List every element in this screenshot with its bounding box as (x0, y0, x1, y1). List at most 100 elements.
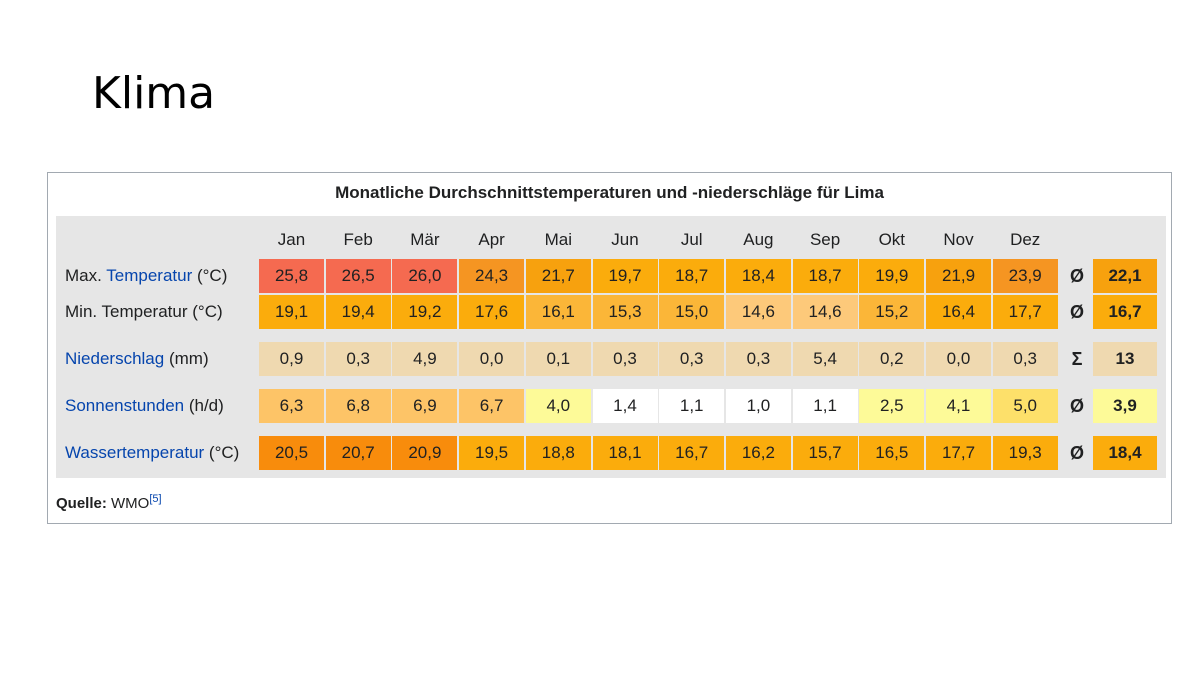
average-symbol: Ø (1069, 266, 1084, 286)
table-caption: Monatliche Durchschnittstemperaturen und… (335, 183, 884, 202)
table-cell: 16,5 (859, 436, 925, 470)
month-header: Jun (611, 230, 639, 249)
table-cell: 14,6 (792, 295, 858, 329)
table-cell: 23,9 (992, 259, 1058, 293)
row-label: Min. Temperatur (°C) (65, 302, 223, 322)
table-cell: 24,3 (459, 259, 525, 293)
table-cell: 1,1 (659, 389, 725, 423)
month-header: Jul (680, 230, 703, 249)
month-header: Okt (878, 230, 906, 249)
source-reference-link[interactable]: [5] (149, 493, 162, 505)
table-cell: 0,3 (325, 342, 391, 376)
row-label-text: Min. Temperatur (°C) (65, 302, 223, 321)
table-cell: 20,5 (259, 436, 324, 470)
table-cell: 0,2 (859, 342, 925, 376)
table-cell: 26,0 (392, 259, 458, 293)
month-header: Dez (1010, 230, 1041, 249)
summary-cell: 3,9 (1093, 389, 1157, 423)
row-label: Max. Temperatur (°C) (65, 266, 227, 286)
table-cell: 15,0 (659, 295, 725, 329)
table-cell: 19,1 (259, 295, 324, 329)
table-cell: 0,3 (725, 342, 791, 376)
table-cell: 0,0 (459, 342, 525, 376)
climate-table: Monatliche Durchschnittstemperaturen und… (47, 172, 1172, 524)
table-cell: 21,9 (926, 259, 991, 293)
table-cell: 1,1 (792, 389, 858, 423)
table-cell: 19,7 (592, 259, 658, 293)
table-cell: 16,4 (926, 295, 991, 329)
row-label-unit: (°C) (204, 443, 240, 462)
table-cell: 14,6 (725, 295, 791, 329)
table-cell: 20,7 (325, 436, 391, 470)
row-label: Sonnenstunden (h/d) (65, 396, 224, 416)
average-symbol: Ø (1069, 302, 1084, 322)
row-label-unit: (°C) (192, 266, 228, 285)
table-cell: 16,1 (525, 295, 591, 329)
table-cell: 20,9 (392, 436, 458, 470)
month-header: Mär (410, 230, 440, 249)
table-cell: 6,8 (325, 389, 391, 423)
table-cell: 1,0 (725, 389, 791, 423)
table-cell: 21,7 (525, 259, 591, 293)
summary-cell: 16,7 (1093, 295, 1157, 329)
month-header: Sep (809, 230, 841, 249)
table-cell: 18,4 (725, 259, 791, 293)
table-cell: 25,8 (259, 259, 324, 293)
table-cell: 18,7 (792, 259, 858, 293)
summary-cell: 22,1 (1093, 259, 1157, 293)
table-cell: 17,6 (459, 295, 525, 329)
table-cell: 26,5 (325, 259, 391, 293)
table-cell: 4,0 (525, 389, 591, 423)
table-cell: 17,7 (926, 436, 991, 470)
table-cell: 0,3 (659, 342, 725, 376)
table-cell: 19,5 (459, 436, 525, 470)
row-label-unit: (h/d) (184, 396, 224, 415)
average-symbol: Ø (1069, 443, 1084, 463)
month-header: Feb (343, 230, 373, 249)
row-label-link[interactable]: Sonnenstunden (65, 396, 185, 415)
table-cell: 1,4 (592, 389, 658, 423)
table-cell: 19,3 (992, 436, 1058, 470)
table-cell: 0,0 (926, 342, 991, 376)
table-cell: 5,4 (792, 342, 858, 376)
table-cell: 6,7 (459, 389, 525, 423)
summary-cell: 13 (1093, 342, 1157, 376)
month-header: Mai (544, 230, 572, 249)
table-cell: 16,2 (725, 436, 791, 470)
table-cell: 0,9 (259, 342, 324, 376)
table-cell: 6,9 (392, 389, 458, 423)
row-label-unit: (mm) (164, 349, 209, 368)
month-header: Jan (277, 230, 306, 249)
sum-symbol: Σ (1071, 349, 1083, 369)
row-label: Niederschlag (mm) (65, 349, 209, 369)
table-cell: 19,4 (325, 295, 391, 329)
table-cell: 18,8 (525, 436, 591, 470)
table-cell: 6,3 (259, 389, 324, 423)
table-cell: 5,0 (992, 389, 1058, 423)
month-header: Apr (478, 230, 505, 249)
table-cell: 17,7 (992, 295, 1058, 329)
table-cell: 0,1 (525, 342, 591, 376)
slide-title: Klima (92, 68, 216, 119)
month-header: Aug (743, 230, 774, 249)
month-header: Nov (943, 230, 974, 249)
table-cell: 15,3 (592, 295, 658, 329)
table-cell: 0,3 (592, 342, 658, 376)
table-cell: 18,7 (659, 259, 725, 293)
table-cell: 2,5 (859, 389, 925, 423)
source-note: Quelle: WMO[5] (56, 493, 162, 512)
table-cell: 18,1 (592, 436, 658, 470)
row-label: Wassertemperatur (°C) (65, 443, 239, 463)
source-text: WMO (106, 495, 150, 512)
summary-cell: 18,4 (1093, 436, 1157, 470)
table-cell: 15,7 (792, 436, 858, 470)
table-cell: 19,9 (859, 259, 925, 293)
row-label-link[interactable]: Niederschlag (65, 349, 165, 368)
row-label-link[interactable]: Wassertemperatur (65, 443, 205, 462)
row-label-link[interactable]: Temperatur (106, 266, 193, 285)
table-cell: 16,7 (659, 436, 725, 470)
table-cell: 15,2 (859, 295, 925, 329)
table-cell: 19,2 (392, 295, 458, 329)
table-cell: 0,3 (992, 342, 1058, 376)
table-cell: 4,1 (926, 389, 991, 423)
